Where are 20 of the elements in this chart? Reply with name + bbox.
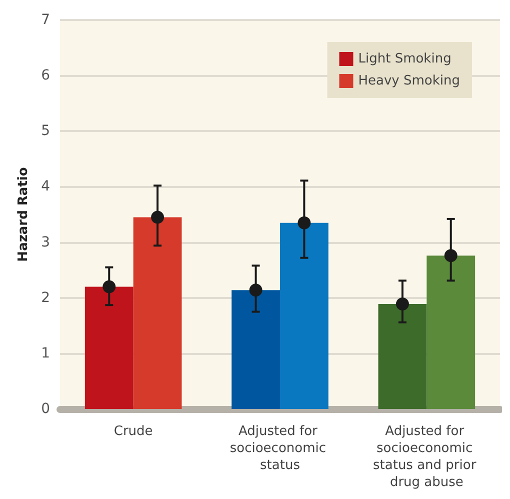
y-tick-label: 6 [41, 68, 50, 84]
y-tick-label: 2 [41, 290, 50, 306]
legend-label: Light Smoking [358, 52, 452, 66]
bar [378, 304, 427, 409]
y-tick-label: 1 [41, 345, 50, 362]
bar [280, 222, 328, 409]
bar [426, 256, 476, 409]
bar [133, 217, 182, 409]
y-tick-label: 7 [41, 12, 50, 28]
bar [84, 286, 134, 409]
y-tick-label: 4 [41, 178, 50, 195]
x-tick-label: Adjusted for socioeconomic status [230, 424, 330, 473]
legend-label: Heavy Smoking [358, 74, 460, 88]
bar [232, 290, 280, 409]
y-tick-label: 3 [41, 234, 50, 250]
x-tick-label: Crude [114, 424, 153, 439]
y-tick-label: 5 [41, 123, 50, 140]
y-tick-label: 0 [41, 401, 50, 417]
x-tick-label: Adjusted for socioeconomic status and prior drug abuse [373, 424, 480, 490]
y-axis-title: Hazard Ratio [16, 167, 31, 262]
